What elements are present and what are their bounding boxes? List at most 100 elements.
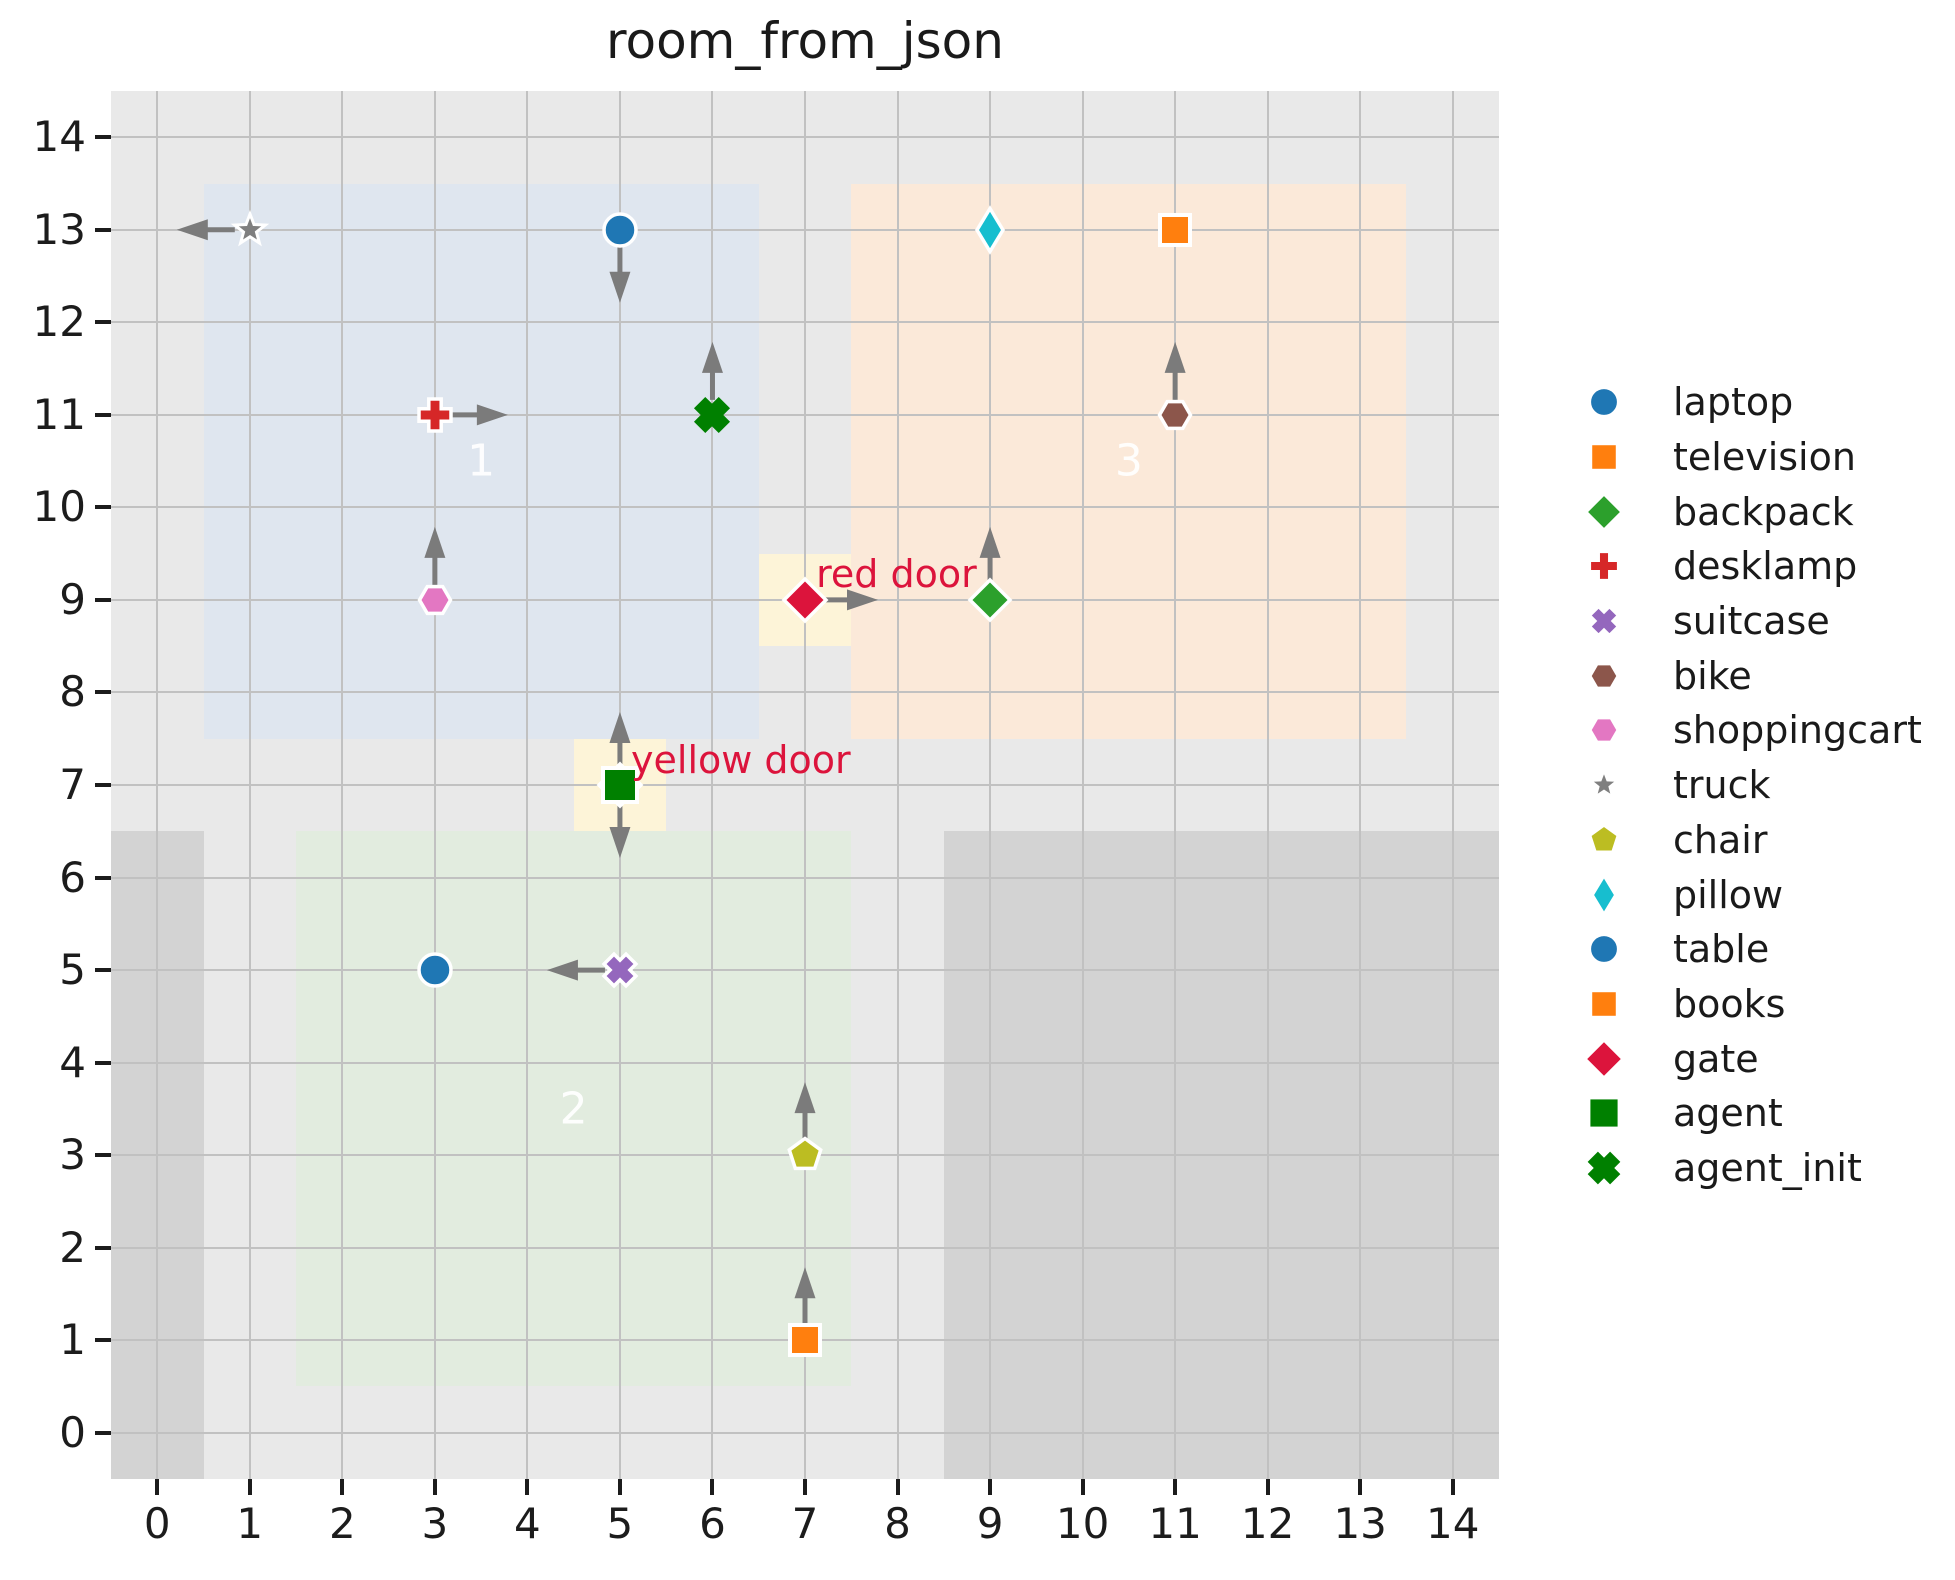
region-labels-layer: 1 2 3	[111, 91, 1499, 1479]
television-legend-marker-icon	[1588, 441, 1620, 473]
legend-item-gate: gate	[1567, 1031, 1922, 1086]
gridline-y-12	[111, 321, 1499, 324]
legend-item-suitcase: suitcase	[1567, 594, 1922, 649]
agent-legend-marker-icon	[1586, 1096, 1622, 1131]
plot-area: 1 2 3 red door yellow door	[111, 91, 1499, 1479]
legend-label: truck	[1673, 763, 1771, 808]
legend-item-table: table	[1567, 922, 1922, 977]
y-tick-label-12: 12	[32, 297, 86, 347]
x-tick-mark-12	[1265, 1479, 1270, 1495]
shoppingcart-legend-marker-icon	[1588, 716, 1620, 745]
legend-item-agent_init: agent_init	[1567, 1141, 1922, 1196]
suitcase-orientation-arrow	[546, 959, 605, 981]
y-tick-label-1: 1	[59, 1315, 86, 1365]
gridline-y-2	[111, 1246, 1499, 1249]
bike-marker	[1157, 399, 1193, 431]
television-marker	[1158, 212, 1193, 247]
laptop-orientation-arrow	[609, 244, 631, 303]
desklamp-legend-marker-icon	[1587, 550, 1621, 583]
chart-title: room_from_json	[606, 12, 1004, 70]
x-tick-mark-9	[988, 1479, 993, 1495]
y-tick-label-0: 0	[59, 1407, 86, 1457]
legend-label: agent	[1673, 1091, 1783, 1136]
legend-item-shoppingcart: shoppingcart	[1567, 703, 1922, 758]
y-tick-label-3: 3	[59, 1130, 86, 1180]
gridline-y-7	[111, 784, 1499, 786]
x-tick-label-10: 10	[1055, 1499, 1110, 1548]
legend-item-television: television	[1567, 430, 1922, 485]
legend-label: laptop	[1673, 380, 1794, 425]
x-tick-label-6: 6	[699, 1499, 726, 1548]
laptop-marker	[602, 212, 638, 248]
legend-label: table	[1673, 927, 1770, 972]
legend-item-desklamp: desklamp	[1567, 539, 1922, 594]
table-marker	[417, 952, 453, 988]
gridline-y-0	[111, 1431, 1499, 1434]
legend-label: chair	[1673, 817, 1768, 862]
y-tick-label-11: 11	[32, 389, 86, 439]
legend: laptop television backpack desklamp suitcase…	[1567, 375, 1922, 1195]
chair-orientation-arrow	[794, 1082, 816, 1141]
gridline-y-8	[111, 691, 1499, 694]
legend-item-laptop: laptop	[1567, 375, 1922, 430]
laptop-legend-marker-icon	[1587, 386, 1621, 419]
books-marker	[788, 1323, 822, 1358]
backpack-legend-marker-icon	[1583, 491, 1625, 533]
y-tick-mark-8	[95, 690, 111, 695]
x-tick-label-7: 7	[791, 1499, 819, 1548]
legend-label: gate	[1673, 1036, 1759, 1081]
x-tick-label-2: 2	[328, 1499, 356, 1548]
y-tick-mark-10	[95, 505, 111, 510]
shoppingcart-orientation-arrow	[424, 526, 446, 585]
region-room-1	[203, 183, 759, 739]
y-tick-label-9: 9	[59, 574, 86, 624]
y-axis: 0 1 2 3 4 5 6 7 8 9 10 11 12 13 14	[0, 91, 111, 1479]
x-tick-mark-0	[155, 1479, 160, 1495]
legend-item-books: books	[1567, 977, 1922, 1032]
region-room-2	[296, 831, 852, 1387]
x-tick-mark-11	[1173, 1479, 1178, 1495]
x-tick-label-3: 3	[421, 1499, 449, 1548]
gridline-y-5	[111, 969, 1499, 972]
legend-item-bike: bike	[1567, 648, 1922, 703]
suitcase-legend-marker-icon	[1587, 604, 1621, 638]
x-tick-mark-5	[617, 1479, 622, 1495]
y-tick-label-8: 8	[59, 667, 86, 717]
legend-item-agent: agent	[1567, 1086, 1922, 1141]
agent-marker	[600, 766, 639, 804]
marker-layer	[111, 91, 1499, 1479]
y-tick-label-5: 5	[59, 945, 86, 995]
y-tick-mark-14	[95, 135, 111, 140]
x-tick-label-5: 5	[606, 1499, 634, 1548]
legend-item-backpack: backpack	[1567, 484, 1922, 539]
x-tick-mark-4	[525, 1479, 530, 1495]
y-tick-mark-4	[95, 1060, 111, 1065]
y-tick-label-2: 2	[59, 1222, 86, 1272]
legend-item-chair: chair	[1567, 813, 1922, 868]
legend-label: suitcase	[1673, 599, 1830, 644]
truck-marker	[230, 209, 270, 247]
gate-legend-marker-icon	[1582, 1037, 1626, 1080]
y-tick-mark-5	[95, 968, 111, 973]
annotation-layer: red door yellow door	[111, 91, 1499, 1479]
region-label-3: 3	[1114, 435, 1143, 487]
x-tick-label-14: 14	[1425, 1499, 1480, 1548]
chair-legend-marker-icon	[1587, 822, 1621, 854]
x-tick-mark-3	[432, 1479, 437, 1495]
x-tick-mark-13	[1358, 1479, 1363, 1495]
y-tick-label-13: 13	[32, 204, 86, 254]
annotation-red-door: red door	[816, 552, 977, 597]
gridline-y-11	[111, 413, 1499, 416]
desklamp-orientation-arrow	[449, 404, 508, 426]
agent_init-legend-marker-icon	[1587, 1151, 1621, 1185]
y-tick-label-6: 6	[59, 852, 86, 902]
region-label-2: 2	[559, 1083, 588, 1135]
x-tick-mark-7	[803, 1479, 807, 1495]
truck-orientation-arrow	[176, 219, 235, 241]
x-tick-mark-10	[1080, 1479, 1085, 1495]
x-tick-mark-14	[1450, 1479, 1455, 1495]
agent_init-marker	[694, 396, 731, 433]
truck-legend-marker-icon	[1586, 766, 1622, 800]
x-tick-label-1: 1	[236, 1499, 264, 1548]
